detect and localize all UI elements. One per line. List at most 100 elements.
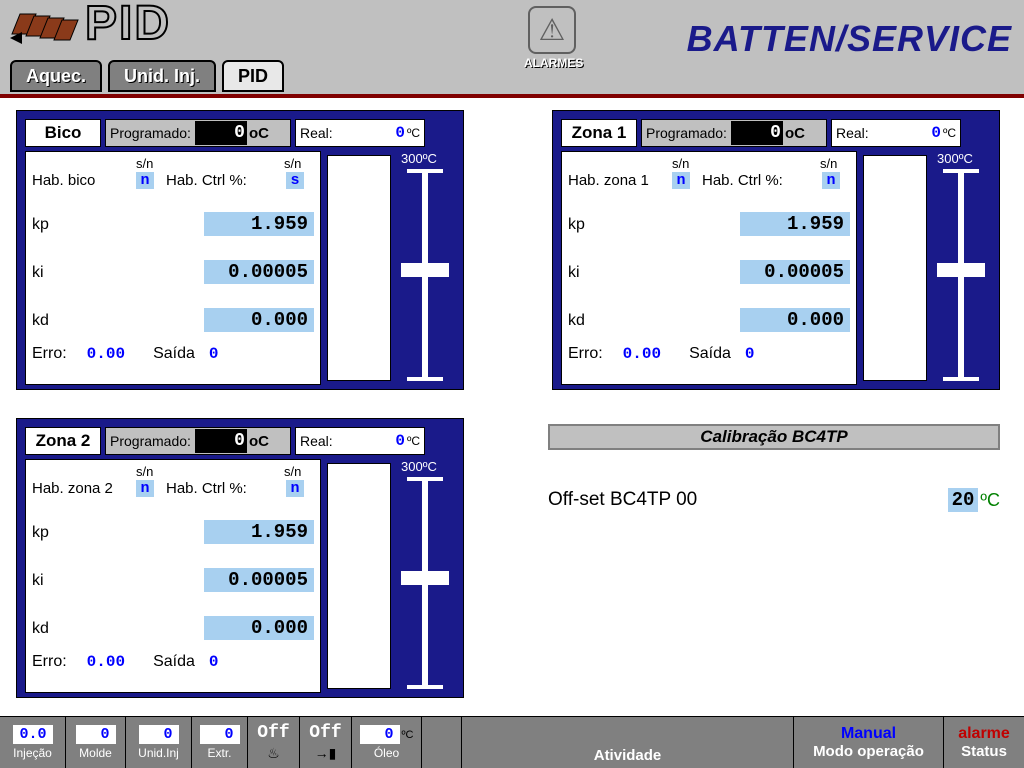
bar-well bbox=[327, 463, 391, 689]
erro-label: Erro: bbox=[32, 653, 67, 671]
bar-scale-max: 300ºC bbox=[401, 459, 437, 474]
footer-extr: 0 Extr. bbox=[192, 716, 248, 768]
ki-label: ki bbox=[32, 572, 72, 600]
real-value-z1: 0 bbox=[931, 124, 943, 142]
kd-value-z1[interactable]: 0.000 bbox=[740, 308, 850, 332]
kd-value-bico[interactable]: 0.000 bbox=[204, 308, 314, 332]
prog-label: Programado: bbox=[106, 433, 195, 449]
prog-group-bico: Programado: 0 oC bbox=[105, 119, 291, 147]
barrel-icon: →▮ bbox=[315, 745, 337, 762]
erro-value-z2: 0.00 bbox=[87, 653, 125, 671]
offset-value[interactable]: 20 bbox=[948, 488, 979, 512]
injecao-label: Injeção bbox=[13, 746, 52, 760]
oleo-label: Óleo bbox=[374, 746, 399, 760]
real-unit: ºC bbox=[943, 126, 960, 140]
bar-scale-max: 300ºC bbox=[401, 151, 437, 166]
prog-value-z1[interactable]: 0 bbox=[731, 121, 783, 145]
saida-label: Saída bbox=[153, 653, 195, 671]
ki-value-z1[interactable]: 0.00005 bbox=[740, 260, 850, 284]
kp-value-bico[interactable]: 1.959 bbox=[204, 212, 314, 236]
ki-label: ki bbox=[568, 264, 608, 292]
header-bar: PID Aquec. Unid. Inj. PID ⚠ ALARMES BATT… bbox=[0, 0, 1024, 98]
drill-logo-icon bbox=[8, 4, 80, 46]
offset-row: Off-set BC4TP 00 20 ºC bbox=[548, 488, 1000, 512]
bar-knob[interactable] bbox=[937, 263, 985, 277]
bar-knob[interactable] bbox=[401, 263, 449, 277]
hab-z1-value[interactable]: n bbox=[672, 172, 690, 189]
kd-label: kd bbox=[32, 312, 72, 340]
footer-heat1[interactable]: Off ♨ bbox=[248, 716, 300, 768]
params-z2: s/n s/n Hab. zona 2 n Hab. Ctrl %: n kp … bbox=[25, 459, 321, 693]
hab-ctrl-value[interactable]: s bbox=[286, 172, 304, 189]
prog-unit: oC bbox=[247, 125, 271, 142]
sn-header: s/n bbox=[820, 156, 837, 171]
prog-group-z1: Programado: 0 oC bbox=[641, 119, 827, 147]
saida-value-z2: 0 bbox=[209, 653, 219, 671]
footer-atividade: Atividade bbox=[462, 716, 794, 768]
bar-well bbox=[863, 155, 927, 381]
sn-header: s/n bbox=[672, 156, 689, 171]
params-z1: s/n s/n Hab. zona 1 n Hab. Ctrl %: n kp … bbox=[561, 151, 857, 385]
hab-bico-value[interactable]: n bbox=[136, 172, 154, 189]
modo-label: Modo operação bbox=[813, 743, 924, 760]
status-bar: 0.0 Injeção 0 Molde 0 Unid.Inj 0 Extr. O… bbox=[0, 716, 1024, 768]
bar-area-z2: 300ºC bbox=[321, 459, 455, 693]
real-label: Real: bbox=[296, 125, 395, 141]
heat2-value: Off bbox=[309, 723, 341, 743]
erro-value-z1: 0.00 bbox=[623, 345, 661, 363]
erro-label: Erro: bbox=[32, 345, 67, 363]
oleo-unit: ºC bbox=[402, 729, 414, 741]
injecao-value: 0.0 bbox=[13, 725, 53, 744]
footer-oleo: 0 ºC Óleo bbox=[352, 716, 422, 768]
prog-value-z2[interactable]: 0 bbox=[195, 429, 247, 453]
footer-unidinj: 0 Unid.Inj bbox=[126, 716, 192, 768]
prog-value-bico[interactable]: 0 bbox=[195, 121, 247, 145]
bar-area-bico: 300ºC bbox=[321, 151, 455, 385]
pid-panel-bico: Bico Programado: 0 oC Real: 0 ºC s/n s/n… bbox=[16, 110, 464, 390]
params-bico: s/n s/n Hab. bico n Hab. Ctrl %: s kp 1.… bbox=[25, 151, 321, 385]
tab-unid-inj[interactable]: Unid. Inj. bbox=[108, 60, 216, 92]
status-value: alarme bbox=[958, 725, 1010, 743]
kp-value-z2[interactable]: 1.959 bbox=[204, 520, 314, 544]
warning-icon: ⚠ bbox=[528, 6, 576, 54]
footer-molde: 0 Molde bbox=[66, 716, 126, 768]
status-label: Status bbox=[961, 743, 1007, 760]
molde-label: Molde bbox=[79, 746, 112, 760]
bar-knob[interactable] bbox=[401, 571, 449, 585]
saida-value-z1: 0 bbox=[745, 345, 755, 363]
footer-heat2[interactable]: Off →▮ bbox=[300, 716, 352, 768]
unidinj-value: 0 bbox=[139, 725, 179, 744]
prog-group-z2: Programado: 0 oC bbox=[105, 427, 291, 455]
alarmes-button[interactable]: ⚠ ALARMES bbox=[524, 6, 580, 70]
erro-label: Erro: bbox=[568, 345, 603, 363]
real-value-z2: 0 bbox=[395, 432, 407, 450]
kd-label: kd bbox=[32, 620, 72, 648]
tab-pid[interactable]: PID bbox=[222, 60, 284, 92]
kd-value-z2[interactable]: 0.000 bbox=[204, 616, 314, 640]
hab-ctrl-value[interactable]: n bbox=[286, 480, 304, 497]
footer-spacer bbox=[422, 716, 462, 768]
ki-value-bico[interactable]: 0.00005 bbox=[204, 260, 314, 284]
bar-well bbox=[327, 155, 391, 381]
saida-label: Saída bbox=[689, 345, 731, 363]
saida-label: Saída bbox=[153, 345, 195, 363]
real-unit: ºC bbox=[407, 434, 424, 448]
real-label: Real: bbox=[832, 125, 931, 141]
ki-value-z2[interactable]: 0.00005 bbox=[204, 568, 314, 592]
hab-ctrl-value[interactable]: n bbox=[822, 172, 840, 189]
zone-name-z2: Zona 2 bbox=[25, 427, 101, 455]
hab-ctrl-label: Hab. Ctrl %: bbox=[166, 172, 247, 189]
sn-header: s/n bbox=[284, 464, 301, 479]
kd-label: kd bbox=[568, 312, 608, 340]
bar-scale-max: 300ºC bbox=[937, 151, 973, 166]
hab-z2-value[interactable]: n bbox=[136, 480, 154, 497]
sn-header: s/n bbox=[284, 156, 301, 171]
prog-unit: oC bbox=[247, 433, 271, 450]
erro-value-bico: 0.00 bbox=[87, 345, 125, 363]
tab-aquec[interactable]: Aquec. bbox=[10, 60, 102, 92]
oleo-value: 0 bbox=[360, 725, 400, 744]
bar-area-z1: 300ºC bbox=[857, 151, 991, 385]
kp-value-z1[interactable]: 1.959 bbox=[740, 212, 850, 236]
real-label: Real: bbox=[296, 433, 395, 449]
footer-status: alarme Status bbox=[944, 716, 1024, 768]
